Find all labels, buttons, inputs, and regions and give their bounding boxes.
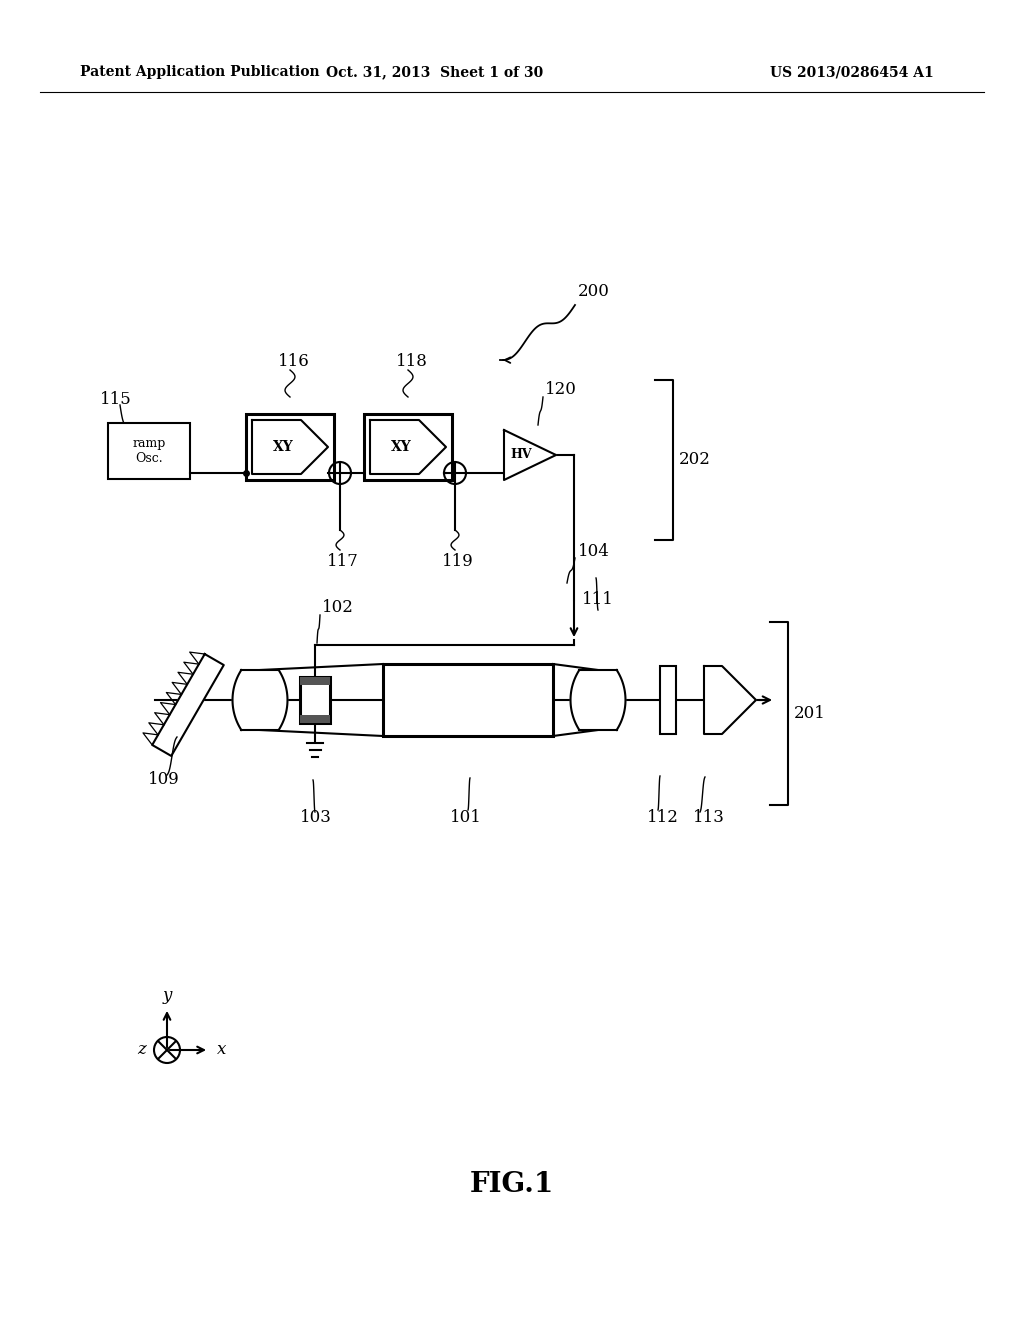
Bar xyxy=(660,667,676,734)
Text: XY: XY xyxy=(391,440,412,454)
Text: 113: 113 xyxy=(693,809,725,826)
Text: HV: HV xyxy=(511,449,532,462)
Bar xyxy=(246,414,334,480)
Text: 202: 202 xyxy=(679,451,711,469)
Text: 104: 104 xyxy=(578,544,610,561)
Bar xyxy=(383,664,553,737)
Text: Patent Application Publication: Patent Application Publication xyxy=(80,65,319,79)
Polygon shape xyxy=(232,671,288,730)
Text: 117: 117 xyxy=(327,553,358,570)
Text: 119: 119 xyxy=(442,553,474,570)
Bar xyxy=(300,677,330,723)
Polygon shape xyxy=(153,653,224,756)
Text: 111: 111 xyxy=(582,591,613,609)
Text: 116: 116 xyxy=(278,354,309,371)
Text: 200: 200 xyxy=(578,284,610,301)
Text: 109: 109 xyxy=(148,771,180,788)
Bar xyxy=(108,422,190,479)
Text: 112: 112 xyxy=(647,809,679,826)
Text: 201: 201 xyxy=(794,705,826,722)
Text: 115: 115 xyxy=(100,392,132,408)
Text: US 2013/0286454 A1: US 2013/0286454 A1 xyxy=(770,65,934,79)
Text: x: x xyxy=(217,1041,226,1059)
Bar xyxy=(300,677,330,685)
Text: y: y xyxy=(163,986,172,1003)
Polygon shape xyxy=(705,667,756,734)
Text: 103: 103 xyxy=(300,809,332,826)
Text: z: z xyxy=(137,1041,146,1059)
Polygon shape xyxy=(370,420,446,474)
Polygon shape xyxy=(252,420,328,474)
Bar xyxy=(364,414,452,480)
Bar xyxy=(300,715,330,723)
Text: 102: 102 xyxy=(322,599,354,616)
Text: FIG.1: FIG.1 xyxy=(470,1172,554,1199)
Polygon shape xyxy=(570,671,626,730)
Polygon shape xyxy=(504,430,556,480)
Text: 101: 101 xyxy=(450,809,482,826)
Text: ramp
Osc.: ramp Osc. xyxy=(132,437,166,466)
Text: 118: 118 xyxy=(396,354,428,371)
Text: Oct. 31, 2013  Sheet 1 of 30: Oct. 31, 2013 Sheet 1 of 30 xyxy=(327,65,544,79)
Text: XY: XY xyxy=(272,440,294,454)
Text: 120: 120 xyxy=(545,381,577,399)
